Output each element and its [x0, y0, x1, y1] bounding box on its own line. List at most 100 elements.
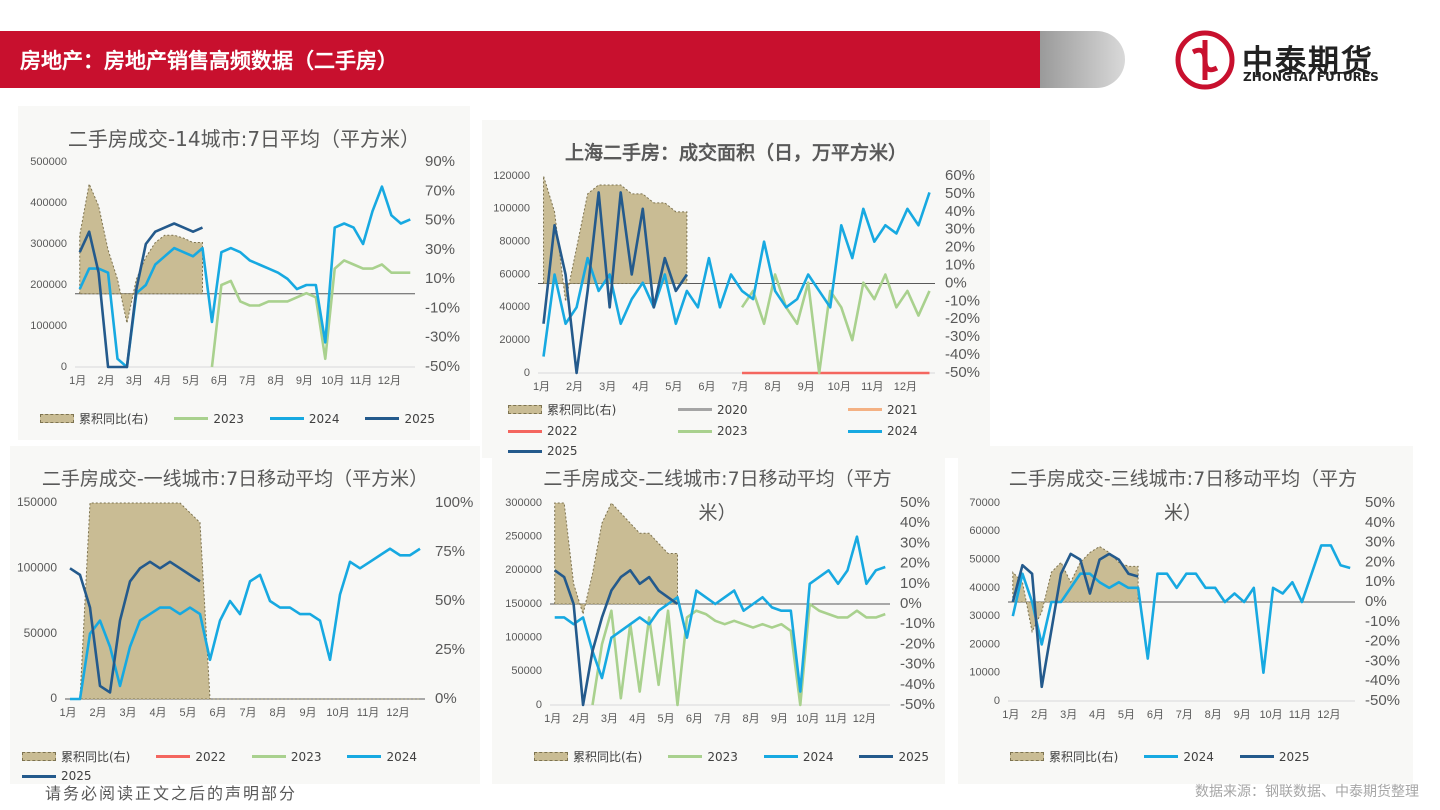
x-tick-label: 9月	[296, 375, 313, 387]
legend-item: 累积同比(右)	[22, 748, 130, 765]
legend-swatch	[763, 755, 798, 758]
y-tick-label: 100000	[17, 561, 57, 575]
legend-swatch	[156, 755, 191, 758]
y2-tick-label: 90%	[425, 153, 455, 170]
legend: 累积同比(右) 2024 2025	[1010, 748, 1410, 765]
y-tick-label: 50000	[969, 553, 1000, 565]
y2-tick-label: 0%	[435, 690, 457, 707]
chart-title: 二手房成交-二线城市:7日移动平均（平方米）	[543, 468, 892, 524]
y-tick-label: 50000	[24, 626, 58, 640]
x-tick-label: 12月	[378, 375, 401, 387]
y2-tick-label: 10%	[945, 257, 975, 274]
x-tick-label: 10月	[828, 381, 851, 393]
chart-title: 上海二手房：成交面积（日，万平方米）	[564, 142, 907, 164]
y2-tick-label: 30%	[945, 221, 975, 238]
legend-item: 2020	[678, 401, 848, 418]
y2-tick-label: -30%	[945, 328, 980, 345]
legend-item: 2024	[347, 748, 417, 765]
x-tick-label: 5月	[179, 707, 196, 719]
x-tick-label: 9月	[771, 713, 788, 725]
y2-tick-label: -40%	[1365, 672, 1400, 689]
x-tick-label: 3月	[1060, 709, 1077, 721]
x-tick-label: 1月	[544, 713, 561, 725]
legend-item: 累积同比(右)	[40, 410, 148, 427]
x-tick-label: 1月	[69, 375, 86, 387]
legend-label: 2025	[898, 749, 930, 764]
legend-item: 2021	[848, 401, 1018, 418]
y-tick-label: 250000	[505, 531, 542, 543]
y2-tick-label: -40%	[945, 346, 980, 363]
y2-tick-label: 50%	[425, 212, 455, 229]
x-tick-label: 11月	[825, 713, 847, 725]
y2-tick-label: -50%	[945, 364, 980, 381]
y2-tick-label: 50%	[1365, 494, 1395, 511]
legend-swatch	[508, 429, 542, 433]
legend-swatch	[678, 408, 712, 411]
x-tick-label: 2月	[566, 381, 583, 393]
legend-label: 2021	[887, 402, 918, 417]
x-tick-label: 7月	[239, 707, 256, 719]
line	[542, 191, 688, 375]
x-tick-label: 6月	[698, 381, 715, 393]
y2-tick-label: 40%	[900, 514, 930, 531]
line	[210, 259, 411, 368]
x-tick-label: 8月	[267, 375, 284, 387]
legend: 累积同比(右) 2020 2021 2022 2023 2024 2025	[508, 401, 988, 458]
y2-tick-label: 20%	[1365, 553, 1395, 570]
y-tick-label: 200000	[30, 279, 67, 291]
source: 数据来源：钢联数据、中泰期货整理	[1195, 784, 1419, 800]
x-tick-label: 8月	[765, 381, 782, 393]
legend-swatch	[508, 449, 542, 453]
legend: 累积同比(右) 2023 2024 2025	[534, 748, 944, 765]
legend-label: 2024	[386, 749, 418, 764]
legend-swatch	[251, 755, 286, 758]
legend-item: 2025	[859, 748, 929, 765]
y2-tick-label: 70%	[425, 182, 455, 199]
y2-tick-label: 10%	[900, 575, 930, 592]
legend-item: 2024	[848, 424, 1018, 438]
y-tick-label: 100000	[30, 320, 67, 332]
y2-tick-label: -40%	[900, 676, 935, 693]
y2-tick-label: -30%	[1365, 652, 1400, 669]
line	[554, 535, 886, 693]
y-tick-label: 40000	[499, 301, 530, 313]
y-tick-label: 60000	[969, 525, 1000, 537]
chart-title: 二手房成交-一线城市:7日移动平均（平方米）	[41, 468, 429, 490]
legend-label: 2025	[547, 444, 578, 458]
legend-label: 2024	[802, 749, 834, 764]
legend-item: 2024	[763, 748, 834, 765]
legend: 累积同比(右) 2022 2023 2024 2025	[22, 748, 482, 783]
x-tick-label: 7月	[731, 381, 748, 393]
y-tick-label: 100000	[493, 203, 530, 215]
legend-swatch	[40, 414, 74, 423]
area	[70, 502, 420, 700]
x-tick-label: 11月	[357, 707, 379, 719]
x-tick-label: 6月	[211, 375, 228, 387]
x-tick-label: 1月	[59, 707, 76, 719]
legend-label: 累积同比(右)	[1049, 750, 1119, 764]
line	[70, 547, 421, 701]
x-tick-label: 5月	[182, 375, 199, 387]
legend-item: 2025	[1239, 748, 1309, 765]
logo-en: ZHONGTAI FUTURES	[1243, 70, 1379, 84]
legend-swatch	[22, 774, 56, 778]
x-tick-label: 5月	[657, 713, 674, 725]
y2-tick-label: -20%	[945, 310, 980, 327]
y-tick-label: 150000	[505, 598, 542, 610]
y2-tick-label: -20%	[1365, 633, 1400, 650]
x-tick-label: 1月	[533, 381, 550, 393]
legend-item: 2024	[1144, 748, 1214, 765]
header-shadow	[1040, 31, 1125, 88]
x-tick-label: 10月	[1259, 709, 1282, 721]
y-tick-label: 30000	[969, 610, 1000, 622]
x-tick-label: 2月	[1031, 709, 1048, 721]
y2-tick-label: -50%	[900, 696, 935, 713]
x-tick-label: 12月	[894, 381, 917, 393]
legend-swatch	[1239, 755, 1274, 758]
x-tick-label: 3月	[601, 713, 618, 725]
x-tick-label: 11月	[861, 381, 883, 393]
legend-swatch	[678, 429, 712, 433]
y-tick-label: 40000	[969, 582, 1000, 594]
legend: 累积同比(右) 2023 2024 2025	[40, 410, 470, 427]
y2-tick-label: 20%	[945, 239, 975, 256]
